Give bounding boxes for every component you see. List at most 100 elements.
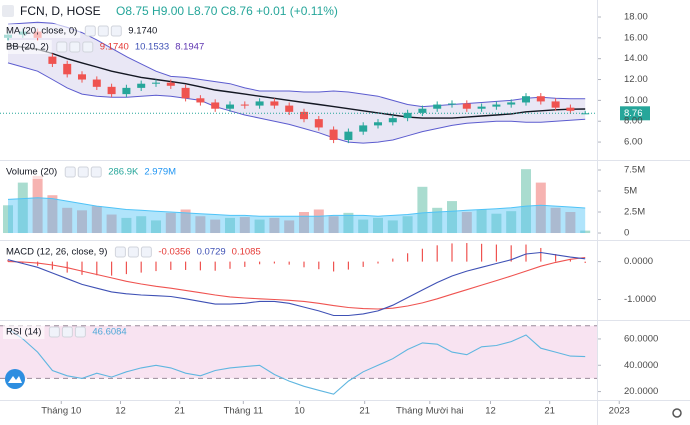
legend-bg <box>3 40 52 54</box>
candle-body <box>255 101 264 106</box>
x-tick-label: 10 <box>294 406 305 417</box>
candle-body <box>181 87 190 99</box>
legend-button[interactable] <box>140 246 152 258</box>
candle-body <box>359 125 368 132</box>
candle-body <box>492 104 501 107</box>
volume-bar <box>165 212 176 234</box>
candle-body <box>314 119 323 128</box>
last-price-label: 8.76 <box>624 108 643 119</box>
legend-value: 286.9K <box>108 167 139 178</box>
legend-value: 0.0729 <box>197 247 226 258</box>
y-tick-label: 2.5M <box>624 207 645 218</box>
volume-bar <box>402 216 413 234</box>
legend-button[interactable] <box>97 25 109 37</box>
legend-name: Volume (20) <box>6 167 57 178</box>
legend-button[interactable] <box>74 326 86 338</box>
candle-body <box>122 87 131 95</box>
legend-button[interactable] <box>48 326 60 338</box>
legend-value: -0.0356 <box>158 247 190 258</box>
volume-bar <box>284 220 295 234</box>
volume-bar <box>106 214 117 234</box>
candle-body <box>300 111 308 120</box>
volume-bar <box>299 212 309 234</box>
candle-body <box>448 103 456 105</box>
candle-body <box>92 79 101 87</box>
volume-bar <box>32 175 43 234</box>
candle-body <box>211 102 220 109</box>
volume-bar <box>3 205 13 234</box>
candle-body <box>329 129 338 140</box>
candle-body <box>433 104 442 109</box>
bb-lower <box>7 62 586 144</box>
legend-value: 46.6084 <box>92 327 126 338</box>
volume-bar <box>151 220 161 234</box>
legends: MA (20, close, 0) 9.1740 BB (20, 2) 9.1740 1… <box>3 24 261 339</box>
x-tick-label: Tháng 10 <box>41 406 81 417</box>
volume-bar <box>210 219 221 234</box>
volume-bar <box>91 206 102 234</box>
candle-body <box>196 98 205 103</box>
legend-name: RSI (14) <box>6 327 41 338</box>
x-tick-label: Tháng Mười hai <box>396 406 464 417</box>
volume-bar <box>180 209 191 234</box>
y-tick-label: 20.0000 <box>624 386 658 397</box>
settings-icon[interactable] <box>672 408 682 418</box>
legend-button[interactable] <box>69 41 81 53</box>
y-tick-label: 10.00 <box>624 95 648 106</box>
legend-name: BB (20, 2) <box>6 42 49 53</box>
candle-body <box>63 63 72 75</box>
legend-button[interactable] <box>127 246 139 258</box>
legend-button[interactable] <box>110 25 122 37</box>
ma-line <box>7 44 586 119</box>
legend-button[interactable] <box>77 166 89 178</box>
y-tick-label: 14.00 <box>624 53 648 64</box>
legend-button[interactable] <box>56 41 68 53</box>
macd-line <box>7 251 586 317</box>
legend-value: 10.1533 <box>135 42 169 53</box>
y-tick-label: 12.00 <box>624 74 648 85</box>
volume-bar <box>269 217 280 234</box>
x-tick-label: 12 <box>485 406 496 417</box>
legend-button[interactable] <box>90 166 102 178</box>
volume-bar <box>491 213 502 234</box>
volume-bar <box>373 217 383 234</box>
candle-body <box>374 122 382 126</box>
legend-button[interactable] <box>61 326 73 338</box>
volume-bar <box>62 207 73 234</box>
candle-body <box>403 112 412 119</box>
candle-body <box>166 82 175 86</box>
candle-body <box>388 118 397 123</box>
volume-bar <box>447 201 457 234</box>
legend-value: 8.1947 <box>175 42 204 53</box>
x-tick-label: Tháng 11 <box>224 406 263 417</box>
volume-bar <box>417 186 428 234</box>
candle-body <box>285 105 294 112</box>
menu-icon[interactable] <box>2 5 14 17</box>
volume-bar <box>121 217 132 234</box>
volume-bar <box>239 217 250 234</box>
volume-bar <box>195 216 206 234</box>
legend-name: MA (20, close, 0) <box>6 26 77 37</box>
candle-body <box>226 104 234 109</box>
volume-bar <box>550 207 561 234</box>
volume-bar <box>535 182 546 234</box>
legend-button[interactable] <box>64 166 76 178</box>
legend-button[interactable] <box>84 25 96 37</box>
legend-bg <box>3 325 45 339</box>
y-tick-label: 40.0000 <box>624 360 658 371</box>
candle-body <box>507 102 516 105</box>
volume-bar <box>580 230 591 234</box>
bb-upper <box>7 21 586 108</box>
legend-button[interactable] <box>114 246 126 258</box>
candle-body <box>48 56 57 64</box>
volume-bar <box>432 207 443 234</box>
volume-bar <box>461 212 472 234</box>
volume-bar <box>77 210 87 234</box>
legend-value: 9.1740 <box>128 26 157 37</box>
volume-bar <box>358 219 369 234</box>
candle-body <box>344 131 353 140</box>
y-tick-label: 8.00 <box>624 116 643 127</box>
legend-button[interactable] <box>82 41 94 53</box>
rsi-band <box>0 325 597 379</box>
